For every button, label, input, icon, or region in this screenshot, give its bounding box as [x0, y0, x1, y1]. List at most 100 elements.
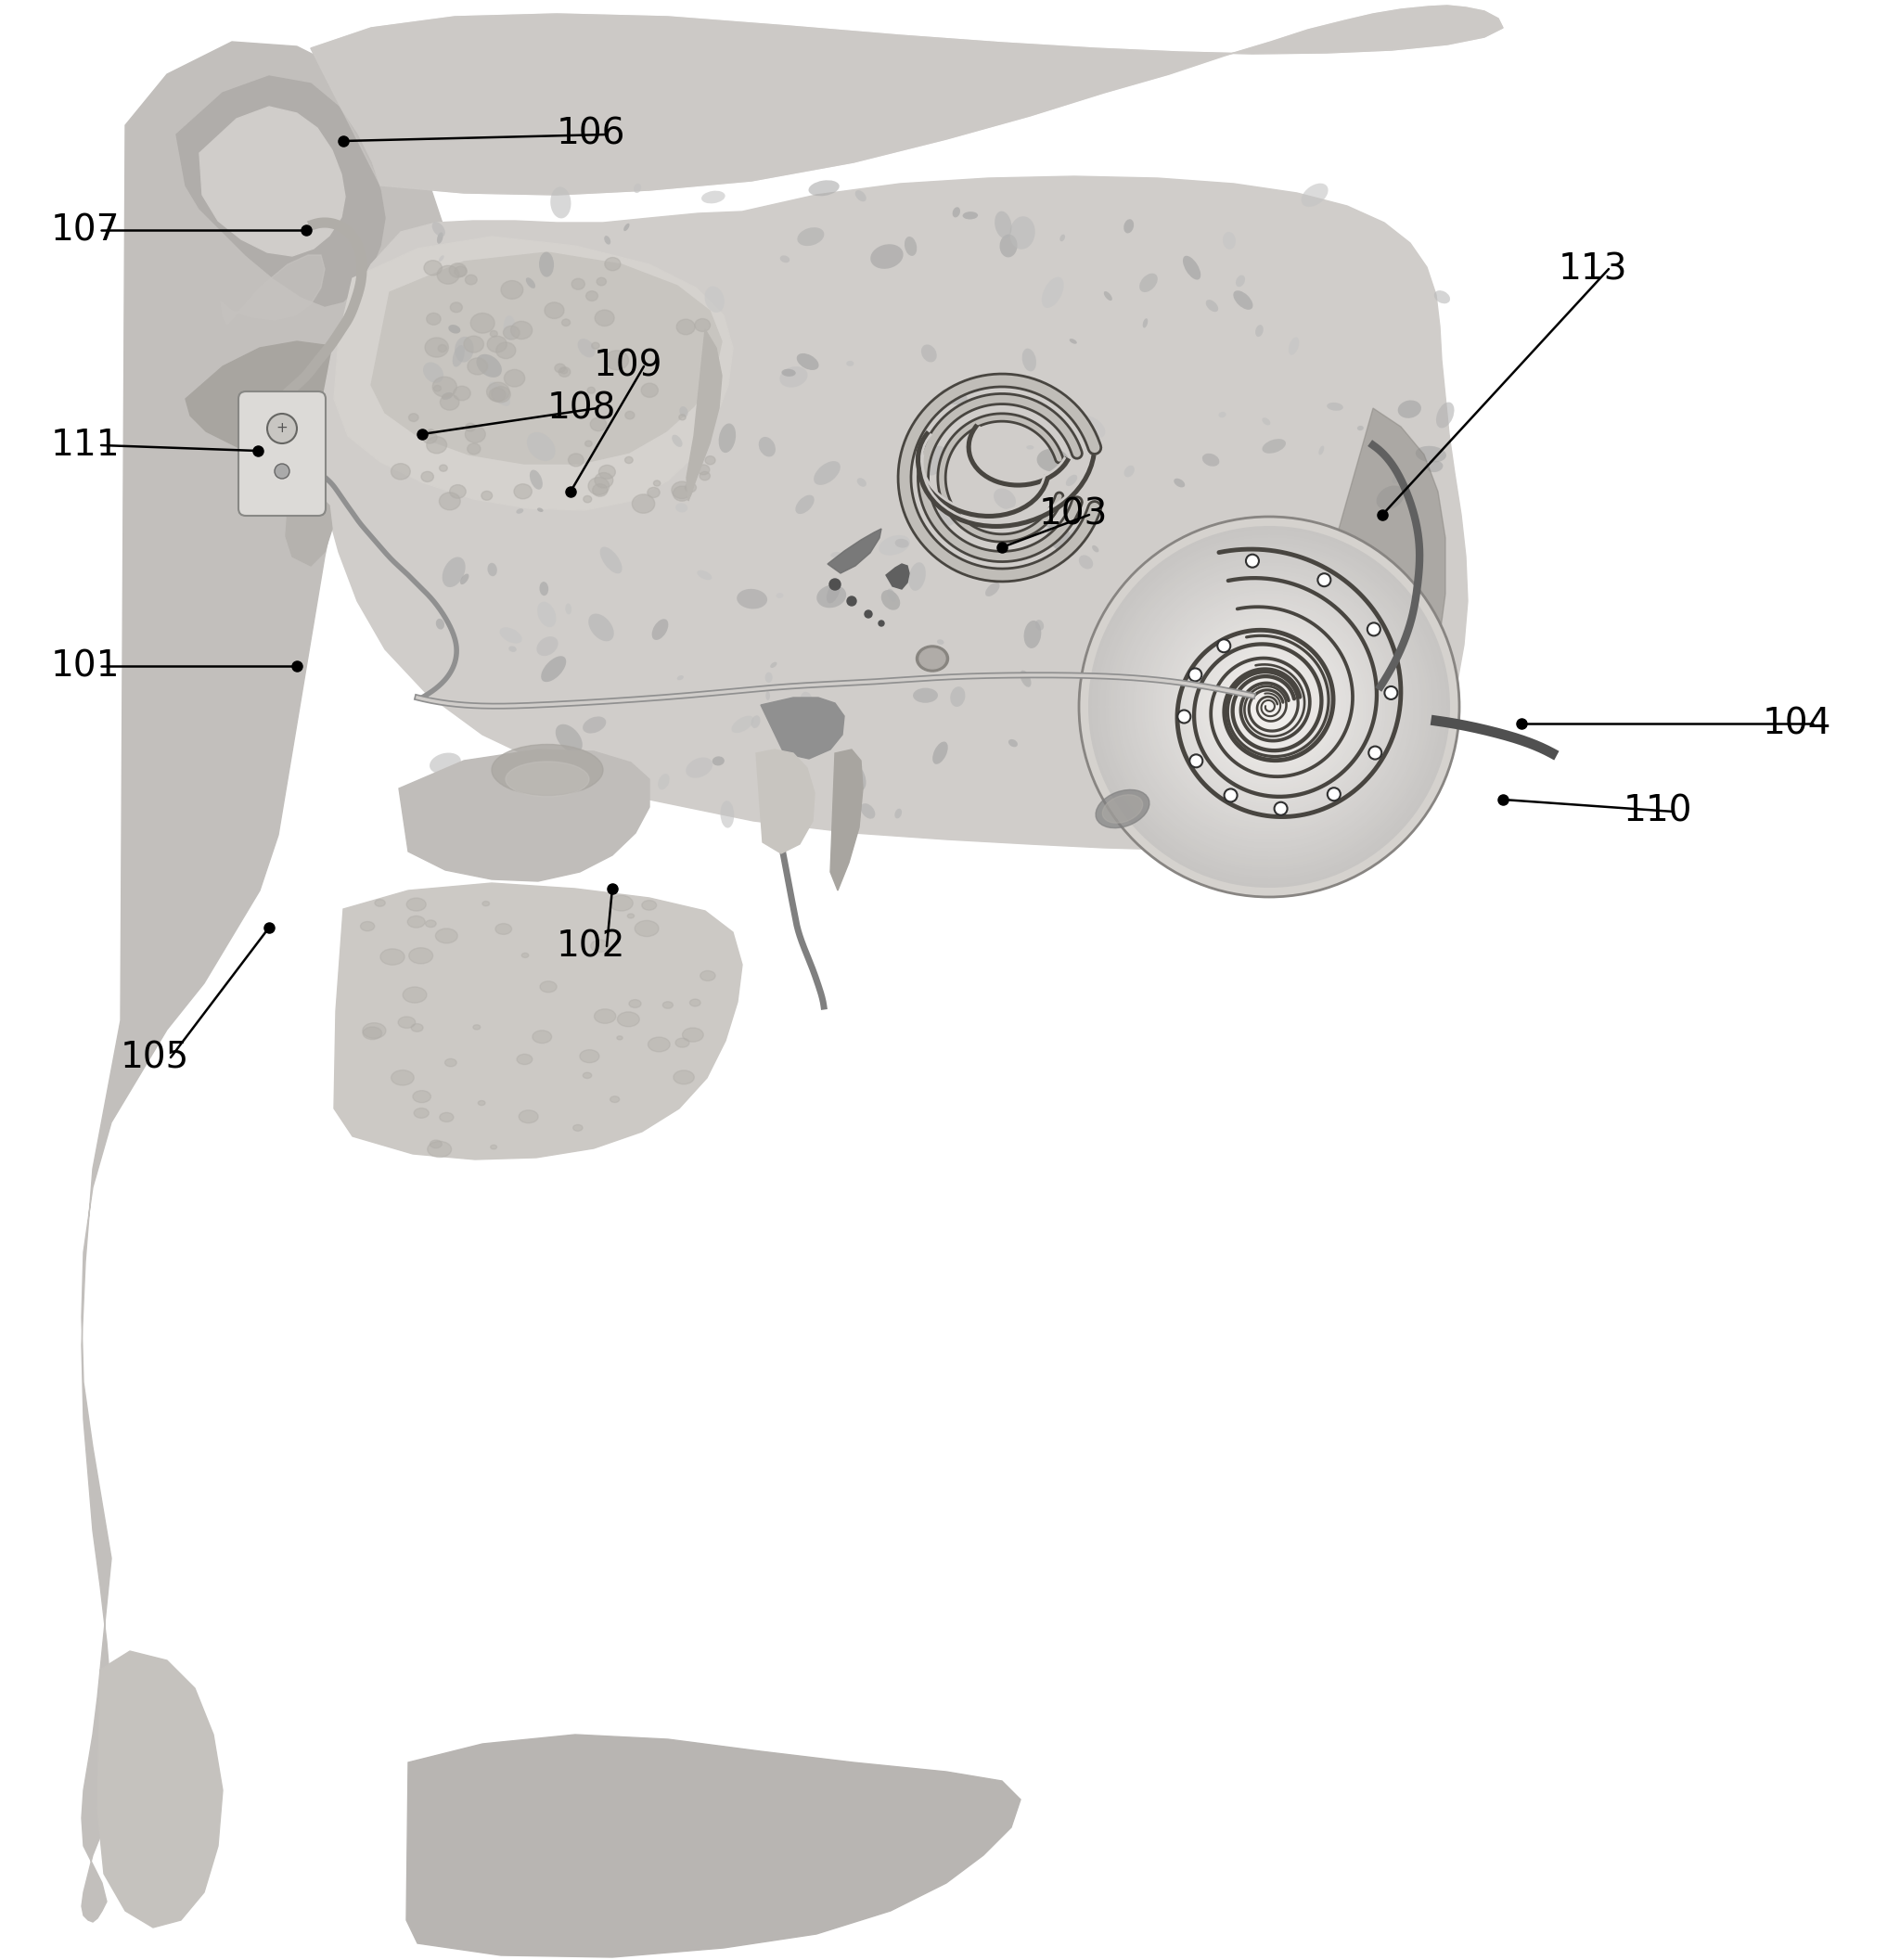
Circle shape: [1264, 702, 1275, 711]
Ellipse shape: [887, 588, 897, 602]
Text: 103: 103: [1039, 498, 1108, 533]
Ellipse shape: [922, 345, 937, 363]
Ellipse shape: [673, 486, 692, 502]
Ellipse shape: [443, 557, 466, 588]
Text: 102: 102: [557, 929, 625, 964]
Ellipse shape: [880, 535, 910, 555]
Ellipse shape: [519, 1109, 538, 1123]
Ellipse shape: [676, 504, 688, 512]
Ellipse shape: [682, 1027, 703, 1043]
Ellipse shape: [580, 1051, 598, 1062]
Ellipse shape: [618, 1011, 640, 1027]
Circle shape: [1241, 678, 1298, 735]
Circle shape: [1106, 543, 1433, 870]
Ellipse shape: [642, 900, 657, 909]
Ellipse shape: [560, 368, 568, 374]
Ellipse shape: [1174, 478, 1186, 488]
Text: 105: 105: [120, 1041, 190, 1076]
Ellipse shape: [509, 647, 517, 653]
Ellipse shape: [532, 1031, 551, 1043]
Ellipse shape: [555, 723, 583, 753]
Circle shape: [1144, 582, 1395, 833]
Text: 101: 101: [51, 649, 120, 684]
Ellipse shape: [781, 255, 790, 263]
Ellipse shape: [695, 319, 711, 331]
Ellipse shape: [540, 582, 549, 596]
Circle shape: [830, 578, 840, 590]
Ellipse shape: [937, 504, 961, 527]
Text: +: +: [276, 421, 289, 435]
Circle shape: [878, 621, 884, 625]
Ellipse shape: [483, 902, 490, 906]
Ellipse shape: [422, 431, 437, 443]
Ellipse shape: [597, 278, 606, 286]
Ellipse shape: [450, 484, 466, 498]
Ellipse shape: [701, 970, 714, 980]
Ellipse shape: [1184, 257, 1201, 280]
Ellipse shape: [635, 921, 659, 937]
Circle shape: [1115, 555, 1423, 860]
Ellipse shape: [1416, 447, 1446, 463]
Circle shape: [1132, 570, 1406, 843]
Ellipse shape: [1102, 794, 1142, 823]
Polygon shape: [399, 749, 650, 882]
Ellipse shape: [1140, 272, 1157, 292]
Ellipse shape: [568, 453, 583, 466]
Ellipse shape: [610, 896, 633, 911]
Ellipse shape: [673, 1070, 694, 1084]
Circle shape: [1089, 525, 1450, 888]
Circle shape: [1328, 788, 1340, 802]
Circle shape: [1256, 694, 1282, 721]
Ellipse shape: [504, 316, 515, 341]
Ellipse shape: [408, 949, 433, 964]
Circle shape: [1184, 621, 1355, 794]
Ellipse shape: [618, 1037, 623, 1041]
Ellipse shape: [466, 274, 477, 284]
Ellipse shape: [496, 923, 511, 935]
Ellipse shape: [545, 302, 564, 319]
Ellipse shape: [648, 488, 659, 498]
Polygon shape: [407, 1735, 1020, 1958]
Ellipse shape: [627, 913, 635, 917]
Ellipse shape: [925, 445, 946, 476]
Ellipse shape: [448, 325, 460, 333]
Ellipse shape: [363, 1027, 382, 1039]
Circle shape: [1096, 535, 1442, 880]
Ellipse shape: [583, 496, 591, 502]
Ellipse shape: [536, 637, 559, 657]
Ellipse shape: [540, 982, 557, 992]
Polygon shape: [828, 529, 882, 572]
Ellipse shape: [1079, 416, 1106, 439]
Ellipse shape: [750, 715, 760, 729]
Ellipse shape: [435, 619, 445, 629]
Circle shape: [1189, 668, 1201, 682]
Ellipse shape: [536, 800, 557, 817]
Ellipse shape: [1041, 519, 1053, 527]
Ellipse shape: [1224, 231, 1235, 249]
Ellipse shape: [1047, 523, 1072, 551]
Circle shape: [1157, 596, 1381, 817]
FancyBboxPatch shape: [238, 392, 325, 515]
Circle shape: [1235, 674, 1303, 741]
Ellipse shape: [439, 492, 460, 510]
Circle shape: [1233, 670, 1305, 743]
Ellipse shape: [950, 686, 965, 708]
Ellipse shape: [625, 412, 635, 419]
Ellipse shape: [488, 388, 505, 402]
Ellipse shape: [502, 280, 522, 300]
Ellipse shape: [464, 766, 479, 786]
Ellipse shape: [530, 470, 543, 490]
Ellipse shape: [633, 494, 656, 514]
Ellipse shape: [1036, 619, 1043, 631]
Ellipse shape: [591, 343, 598, 349]
Circle shape: [1267, 704, 1271, 710]
Ellipse shape: [578, 339, 595, 357]
Circle shape: [1258, 696, 1281, 717]
Circle shape: [1252, 690, 1286, 723]
Ellipse shape: [410, 1023, 424, 1031]
Ellipse shape: [361, 921, 374, 931]
Ellipse shape: [1070, 339, 1077, 343]
Circle shape: [1091, 529, 1448, 884]
Ellipse shape: [467, 443, 481, 455]
Ellipse shape: [901, 451, 916, 463]
